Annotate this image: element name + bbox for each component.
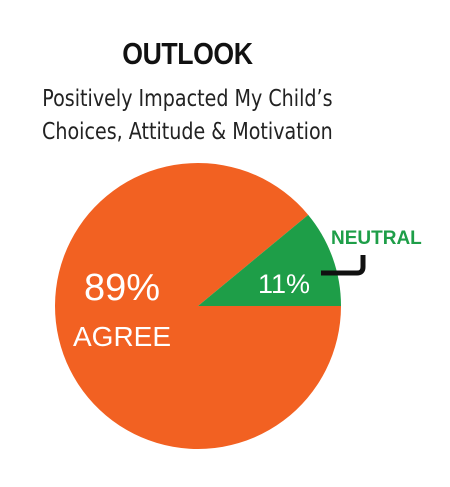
pie-slice-agree [55, 163, 341, 450]
chart-subtitle-line-1: Positively Impacted My Child’s [42, 86, 333, 112]
agree-category-label: AGREE [73, 321, 171, 352]
agree-percent-label: 89% [84, 267, 160, 309]
chart-subtitle-line-2: Choices, Attitude & Motivation [42, 119, 333, 145]
neutral-leader-line [321, 255, 366, 276]
neutral-category-label: NEUTRAL [331, 228, 422, 249]
neutral-percent-label: 11% [258, 269, 310, 299]
pie-slice-neutral [198, 214, 341, 306]
chart-title: OUTLOOK [122, 36, 253, 71]
